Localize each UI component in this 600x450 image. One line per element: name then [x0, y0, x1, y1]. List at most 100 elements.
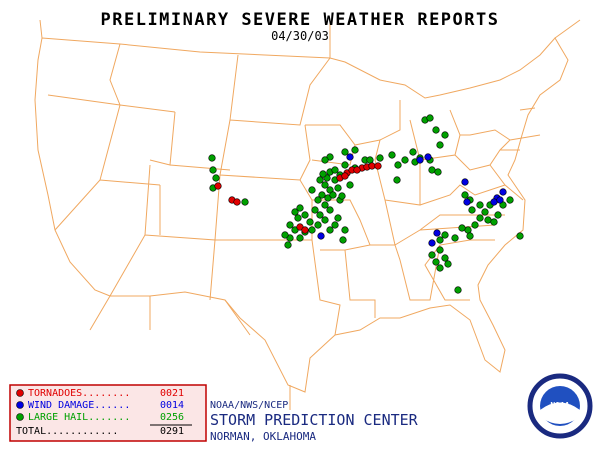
agency: NOAA/NWS/NCEP: [210, 400, 288, 411]
hail-dot: [331, 166, 339, 174]
hail-dot: [490, 218, 498, 226]
hail-dot: [441, 254, 449, 262]
hail-dot: [209, 166, 217, 174]
hail-dot: [394, 161, 402, 169]
hail-dot: [326, 226, 334, 234]
legend-label: TORNADOES........: [28, 388, 130, 399]
wind-dot: [424, 153, 432, 161]
hail-dot: [388, 151, 396, 159]
wind-dot: [499, 188, 507, 196]
wind-dot: [490, 198, 498, 206]
hail-dot: [441, 131, 449, 139]
hail-dot: [316, 176, 324, 184]
hail-dot: [436, 236, 444, 244]
hail-dot: [441, 231, 449, 239]
wind-dot: [416, 156, 424, 164]
hail-dot: [308, 226, 316, 234]
report-dots: [208, 114, 524, 294]
wind-dot: [461, 178, 469, 186]
hail-dot: [484, 216, 492, 224]
hail-dot: [428, 166, 436, 174]
hail-dot: [506, 196, 514, 204]
hail-dot: [464, 226, 472, 234]
hail-dot: [461, 191, 469, 199]
hail-dot: [458, 224, 466, 232]
wind-dot: [433, 229, 441, 237]
hail-dot: [339, 236, 347, 244]
state-borders: [34, 19, 581, 410]
wind-dot: [463, 198, 471, 206]
hail-dot: [321, 156, 329, 164]
total-count: 0291: [160, 426, 184, 437]
hail-dot: [341, 226, 349, 234]
hail-dot: [281, 231, 289, 239]
hail-dot: [291, 208, 299, 216]
hail-dot: [334, 184, 342, 192]
noaa-logo: NOAA: [527, 373, 593, 439]
hail-dot: [341, 148, 349, 156]
hail-dot: [301, 211, 309, 219]
hail-dot: [432, 126, 440, 134]
tornado-dot: [353, 166, 361, 174]
legend-label: WIND DAMAGE......: [28, 400, 130, 411]
wind-dot: [317, 232, 325, 240]
hail-dot: [351, 146, 359, 154]
total-label: TOTAL............: [16, 426, 118, 437]
legend: TORNADOES........ 0021 WIND DAMAGE...... 00…: [16, 388, 184, 423]
location: NORMAN, OKLAHOMA: [210, 430, 316, 443]
hail-dot: [334, 214, 342, 222]
legend-label: LARGE HAIL.......: [28, 412, 130, 423]
hail-dot: [341, 161, 349, 169]
hail-dot: [318, 191, 326, 199]
hail-dot: [426, 114, 434, 122]
hail-dot: [321, 216, 329, 224]
hail-dot: [476, 214, 484, 222]
tornado-dot: [301, 226, 309, 234]
hail-dot: [476, 201, 484, 209]
hail-dot: [366, 156, 374, 164]
title: PRELIMINARY SEVERE WEATHER REPORTS: [101, 10, 500, 30]
hail-dot: [296, 204, 304, 212]
date: 04/30/03: [271, 29, 329, 43]
hail-dot: [471, 221, 479, 229]
hail-dot: [316, 211, 324, 219]
legend-count: 0256: [160, 412, 184, 423]
hail-dot: [241, 198, 249, 206]
hail-dot: [314, 196, 322, 204]
hail-dot: [321, 201, 329, 209]
hail-dot: [212, 174, 220, 182]
hail-dot: [432, 258, 440, 266]
hail-dot: [409, 148, 417, 156]
hail-dot: [466, 232, 474, 240]
hail-dot: [308, 186, 316, 194]
hail-dot: [311, 206, 319, 214]
hail-dot: [444, 260, 452, 268]
tornado-dot: [368, 162, 376, 170]
hail-dot: [321, 181, 329, 189]
hail-dot: [436, 246, 444, 254]
legend-count: 0021: [160, 388, 184, 399]
hail-dot: [454, 286, 462, 294]
hail-dot: [294, 214, 302, 222]
hail-dot: [436, 264, 444, 272]
hail-dot: [346, 181, 354, 189]
legend-dot: [16, 389, 24, 397]
legend-count: 0014: [160, 400, 184, 411]
hail-dot: [434, 168, 442, 176]
hail-dot: [306, 218, 314, 226]
hail-dot: [494, 211, 502, 219]
logo-text: NOAA: [550, 401, 569, 410]
hail-dot: [208, 154, 216, 162]
tornado-dot: [341, 172, 349, 180]
tornado-dot: [374, 162, 382, 170]
hail-dot: [436, 141, 444, 149]
hail-dot: [401, 156, 409, 164]
wind-dot: [428, 239, 436, 247]
hail-dot: [314, 221, 322, 229]
hail-dot: [481, 208, 489, 216]
hail-dot: [319, 170, 327, 178]
hail-dot: [331, 221, 339, 229]
hail-dot: [296, 234, 304, 242]
legend-dot: [16, 413, 24, 421]
